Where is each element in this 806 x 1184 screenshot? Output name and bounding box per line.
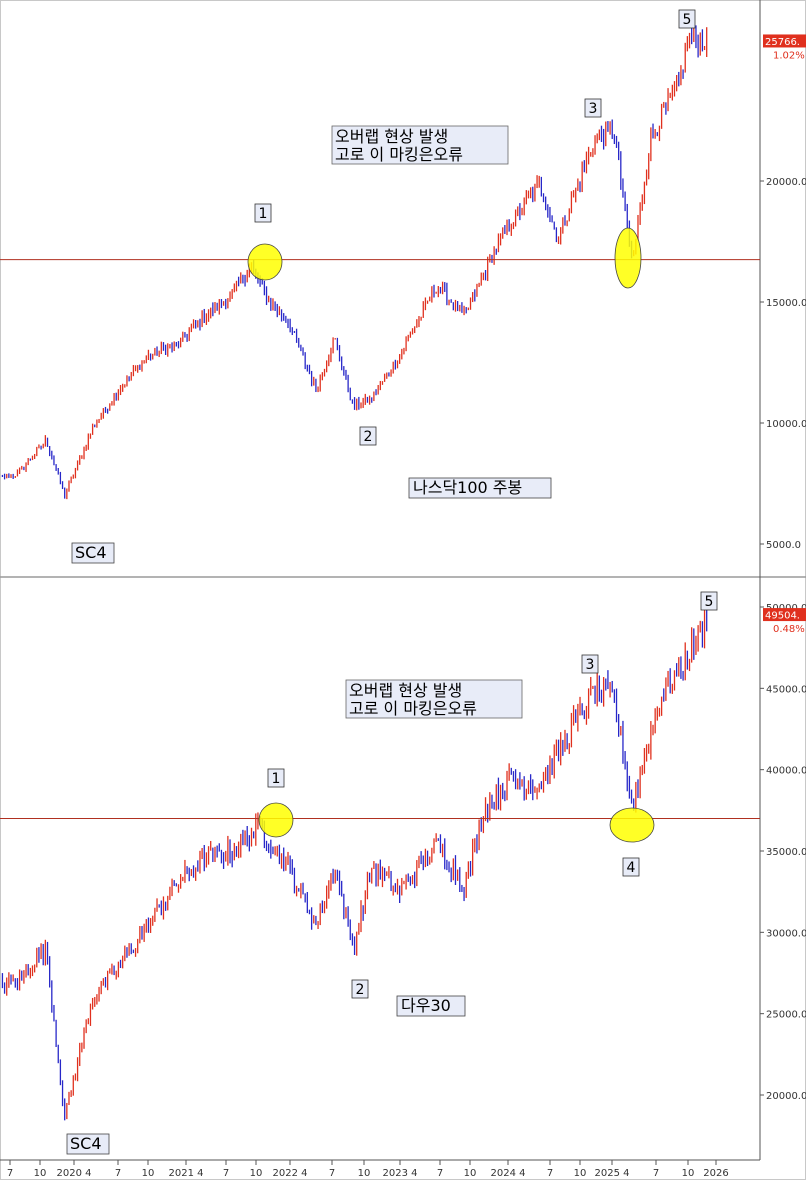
candles-group [1, 599, 708, 1121]
series-label: 다우30 [401, 996, 451, 1015]
series-label: 나스닥100 주봉 [413, 478, 522, 497]
wave-label-box [622, 857, 640, 877]
highlight-circle [609, 807, 655, 843]
y-tick-label: 20000.0 [766, 1091, 806, 1102]
y-tick-label: 25000.0 [766, 1010, 806, 1021]
wave-label: 1 [259, 206, 268, 222]
x-tick-label: 2020 4 [57, 1168, 92, 1179]
wave-label: 5 [705, 594, 714, 610]
x-tick-label: 7 [437, 1168, 443, 1179]
x-tick-label: 10 [250, 1168, 263, 1179]
y-tick-label: 45000.0 [766, 684, 806, 695]
series-label-box [408, 477, 552, 499]
series-label-box [396, 995, 466, 1017]
wave-label: 3 [589, 101, 598, 117]
x-tick-label: 7 [7, 1168, 13, 1179]
wave-label-box [584, 98, 602, 118]
x-tick-label: 2024 4 [491, 1168, 526, 1179]
last-price-tag [763, 34, 806, 48]
note-line: 고로 이 마킹은오류 [335, 145, 463, 164]
x-tick-label: 10 [358, 1168, 371, 1179]
highlight-circle [258, 802, 294, 838]
wave-label: 2 [356, 982, 365, 998]
x-tick-label: 7 [547, 1168, 553, 1179]
note-line: 고로 이 마킹은오류 [349, 699, 477, 718]
wave-label: 5 [683, 12, 692, 28]
highlight-circle [247, 243, 283, 281]
last-price-tag [763, 608, 806, 622]
scale-label-box [66, 1133, 110, 1155]
wave-label-box [581, 654, 599, 674]
y-tick-label: 15000.0 [766, 298, 806, 309]
note-line: 오버랩 현상 발생 [349, 681, 462, 700]
last-price-value: 25766. [765, 37, 800, 48]
last-change-pct: 1.02% [773, 50, 805, 61]
y-tick-label: 30000.0 [766, 928, 806, 939]
x-tick-label: 10 [34, 1168, 47, 1179]
wave-label: 2 [364, 429, 373, 445]
y-tick-label: 40000.0 [766, 766, 806, 777]
x-tick-label: 7 [329, 1168, 335, 1179]
x-tick-label: 2025 4 [595, 1168, 630, 1179]
y-tick-label: 10000.0 [766, 419, 806, 430]
x-tick-label: 7 [115, 1168, 121, 1179]
wave-label-box [700, 591, 718, 611]
wave-label: 3 [586, 657, 595, 673]
wave-label-box [359, 426, 377, 446]
x-tick-label: 2026 [703, 1168, 728, 1179]
wave-label: 1 [272, 771, 281, 787]
wave-label-box [678, 9, 696, 29]
x-tick-label: 2022 4 [273, 1168, 308, 1179]
note-box [345, 679, 523, 719]
x-tick-label: 10 [464, 1168, 477, 1179]
last-change-pct: 0.48% [773, 624, 805, 635]
scale-label: SC4 [75, 543, 107, 562]
wave-label-box [351, 979, 369, 999]
last-price-value: 49504. [765, 611, 800, 622]
x-tick-label: 10 [142, 1168, 155, 1179]
x-tick-label: 7 [223, 1168, 229, 1179]
x-tick-label: 7 [653, 1168, 659, 1179]
x-tick-label: 10 [574, 1168, 587, 1179]
note-line: 오버랩 현상 발생 [335, 127, 448, 146]
y-tick-label: 5000.0 [766, 540, 801, 551]
note-box [331, 125, 509, 165]
y-tick-label: 20000.0 [766, 177, 806, 188]
scale-label: SC4 [70, 1134, 102, 1153]
wave-label: 4 [627, 860, 636, 876]
x-tick-label: 2023 4 [383, 1168, 418, 1179]
x-tick-label: 2021 4 [169, 1168, 204, 1179]
highlight-circle [614, 227, 642, 289]
y-tick-label: 35000.0 [766, 847, 806, 858]
scale-label-box [71, 542, 115, 564]
wave-label-box [254, 203, 272, 223]
x-tick-label: 10 [682, 1168, 695, 1179]
wave-label-box [267, 768, 285, 788]
candles-group [1, 24, 708, 500]
